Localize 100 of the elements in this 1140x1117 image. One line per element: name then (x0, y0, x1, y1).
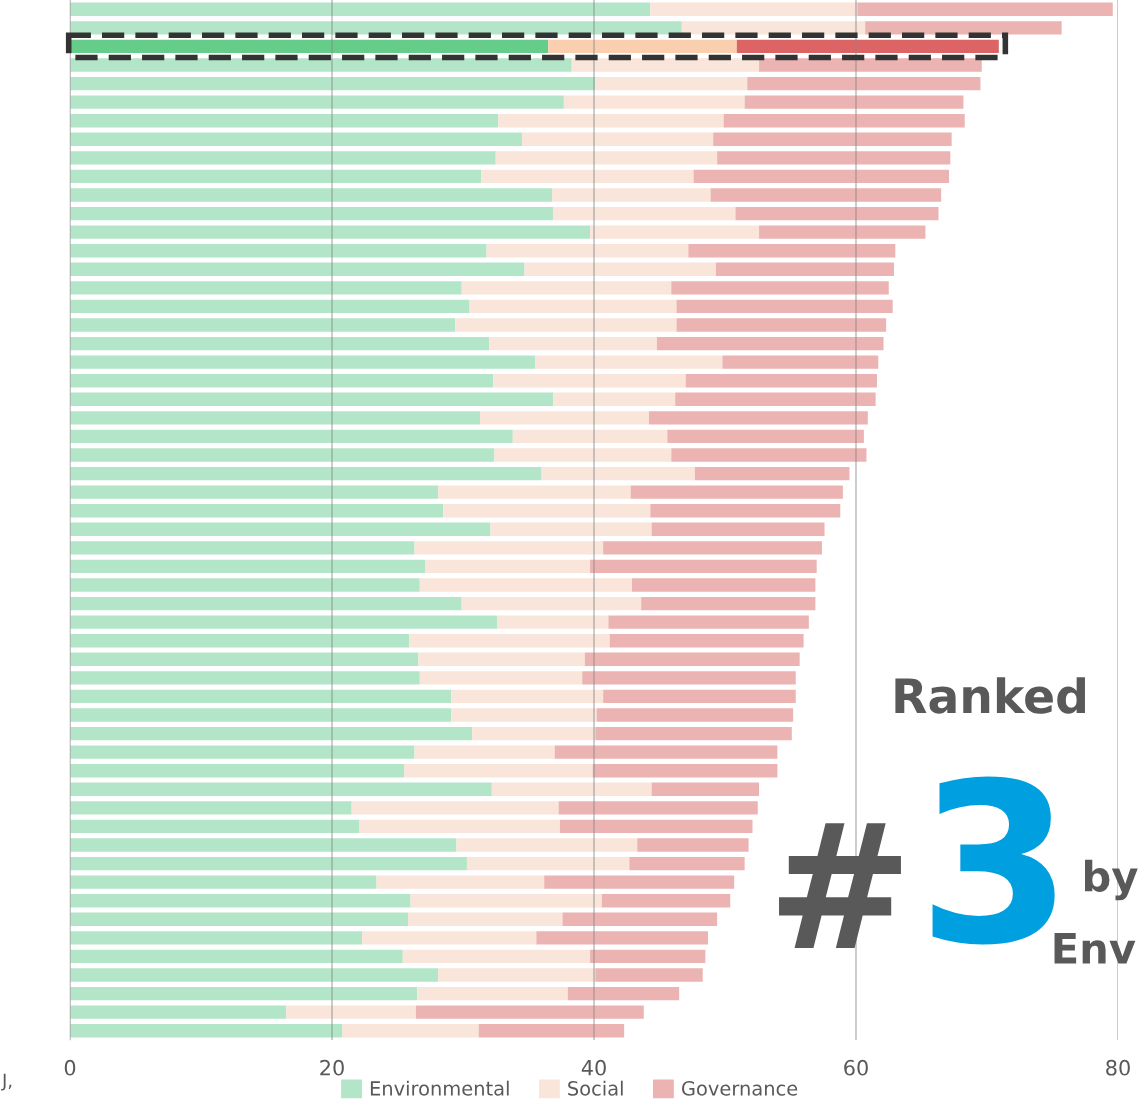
bar (649, 411, 868, 425)
bar (418, 652, 585, 666)
bar (410, 894, 602, 908)
bar (541, 466, 695, 481)
bar (443, 504, 651, 518)
bar (472, 726, 596, 741)
bar (497, 615, 609, 629)
bar (286, 1005, 416, 1019)
bar (651, 522, 825, 536)
annotation: # (779, 823, 901, 948)
bar (650, 504, 841, 518)
bar (359, 819, 560, 834)
bar (559, 819, 753, 834)
x-tick-label: 60 (844, 1059, 868, 1076)
bar (402, 949, 591, 964)
bar (715, 262, 894, 276)
bar (70, 336, 490, 351)
bar (524, 262, 716, 276)
bar (567, 986, 680, 1001)
bar (685, 374, 877, 388)
bar (563, 95, 745, 109)
bar (419, 578, 632, 592)
bar (414, 541, 604, 555)
bar (603, 689, 796, 704)
bar (498, 114, 724, 128)
bar (736, 39, 999, 54)
bar (376, 875, 545, 889)
bar (70, 429, 513, 444)
bar (70, 578, 420, 592)
x-tick-label: 20 (320, 1059, 344, 1076)
bar (70, 225, 591, 239)
bar (70, 504, 444, 518)
bar (491, 782, 652, 796)
bar (70, 1005, 287, 1019)
bar (70, 299, 470, 314)
bar (70, 262, 525, 276)
bar (70, 875, 377, 889)
bar (438, 485, 631, 499)
text: J, (1, 1073, 12, 1091)
bar (489, 336, 657, 351)
bar (667, 429, 864, 444)
bar (70, 39, 549, 54)
bar (70, 411, 481, 425)
bar (512, 429, 668, 444)
bar (70, 856, 467, 871)
bar (601, 894, 731, 908)
bar (70, 708, 452, 722)
bar (558, 801, 758, 815)
bar (490, 522, 652, 536)
annotation: by (1085, 859, 1138, 901)
bar (759, 225, 926, 239)
bar (70, 206, 554, 221)
bar (362, 931, 537, 945)
x-tick-label: 40 (581, 1059, 606, 1076)
bar (548, 39, 737, 54)
bar (70, 541, 415, 555)
bar (596, 708, 794, 722)
bar (70, 151, 496, 165)
bar (70, 801, 352, 815)
bar (744, 95, 964, 109)
bar (70, 894, 411, 908)
bar (554, 745, 778, 759)
bar (722, 355, 879, 369)
bar (342, 1024, 479, 1038)
bar (603, 541, 822, 555)
bar (582, 671, 796, 685)
bar (735, 206, 939, 221)
x-tick-label: 0 (64, 1059, 76, 1076)
bar (419, 671, 583, 685)
bar (70, 485, 439, 499)
bar (553, 392, 676, 406)
bar (70, 355, 536, 369)
bar (70, 132, 522, 146)
bar (671, 448, 867, 462)
bar (70, 188, 553, 202)
bar (631, 578, 816, 592)
bar (595, 726, 792, 741)
x-tick-label: 80 (1106, 1059, 1130, 1076)
bar (469, 299, 677, 314)
bar (70, 652, 419, 666)
bar (70, 522, 491, 536)
bar (70, 931, 363, 945)
bar (70, 21, 682, 35)
bar (590, 559, 817, 574)
bar (590, 949, 706, 964)
bar (650, 2, 858, 16)
bar (536, 931, 708, 945)
bar (70, 448, 495, 462)
bar (70, 114, 499, 128)
bar (417, 986, 568, 1001)
bar (409, 634, 610, 648)
bar (70, 819, 360, 834)
bar (717, 151, 951, 165)
bar (451, 689, 604, 704)
bar (675, 392, 876, 406)
bar (676, 299, 893, 314)
bar (693, 169, 950, 184)
bar (553, 206, 736, 221)
bar (70, 318, 456, 332)
bar (609, 634, 804, 648)
